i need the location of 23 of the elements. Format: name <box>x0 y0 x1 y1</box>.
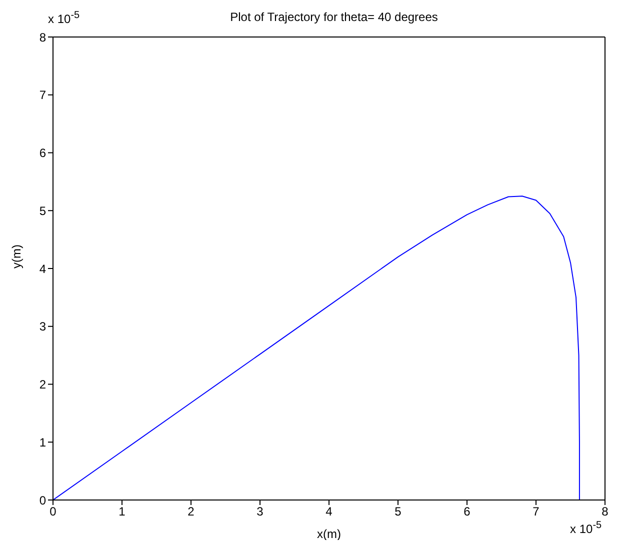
text: x 10$^{-5}$ <box>570 520 602 536</box>
x-tick-label: 6 <box>464 504 471 519</box>
x-tick-label: 1 <box>118 504 126 519</box>
x-tick-label: 5 <box>394 504 402 519</box>
y-tick-label: 3 <box>39 320 46 334</box>
x-tick-label: 7 <box>532 504 540 519</box>
x-tick-label: 3 <box>256 504 264 519</box>
y-tick-label: 0 <box>39 493 46 508</box>
x-tick-label: 2 <box>188 504 195 519</box>
x-tick-label: 0 <box>50 504 57 519</box>
y-axis-title: y(m) <box>9 244 24 268</box>
line-series <box>53 196 580 500</box>
chart-title: Plot of Trajectory for theta= 40 degrees <box>230 10 438 24</box>
y-tick-label: 8 <box>39 30 46 44</box>
y-tick-label: 5 <box>39 204 46 218</box>
text: x 10$^{-5}$ <box>48 10 80 26</box>
y-tick-label: 6 <box>39 146 46 160</box>
y-tick-label: 4 <box>39 262 46 276</box>
y-tick-label: 2 <box>39 378 46 392</box>
y-tick-label: 1 <box>39 435 46 450</box>
y-tick-label: 7 <box>39 88 46 102</box>
x-tick-label: 4 <box>326 504 333 519</box>
x-tick-label: 8 <box>602 504 609 519</box>
